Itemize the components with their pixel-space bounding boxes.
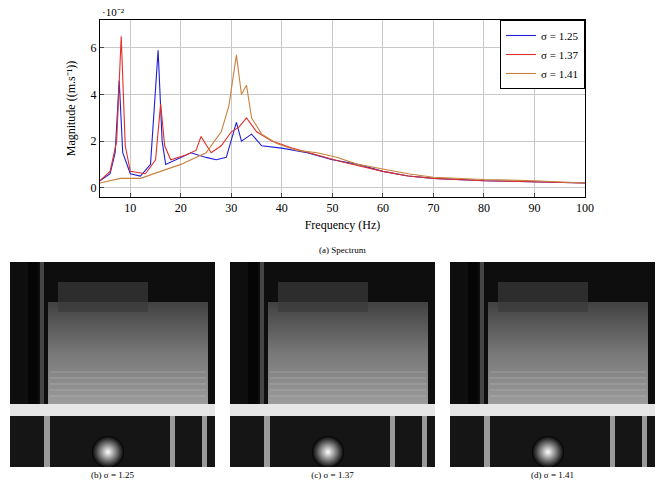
svg-text:70: 70 [427, 201, 439, 215]
svg-text:60: 60 [377, 201, 389, 215]
svg-text:40: 40 [276, 201, 288, 215]
html-text:(b) σ = 1.25: (b) σ = 1.25 [91, 470, 134, 480]
html-text:(d) σ = 1.41: (d) σ = 1.41 [531, 470, 574, 480]
svg-text:50: 50 [326, 201, 338, 215]
svg-text:20: 20 [175, 201, 187, 215]
svg-text:σ = 1.41: σ = 1.41 [541, 68, 578, 80]
svg-text:σ = 1.25: σ = 1.25 [541, 30, 578, 42]
html-text:(c) σ = 1.37: (c) σ = 1.37 [311, 470, 354, 480]
svg-text:10: 10 [124, 201, 136, 215]
svg-text:80: 80 [478, 201, 490, 215]
svg-text:Frequency (Hz): Frequency (Hz) [305, 218, 381, 232]
svg-text:0: 0 [91, 181, 97, 195]
svg-text:(a) Spectrum: (a) Spectrum [319, 245, 366, 255]
svg-text:2: 2 [91, 134, 97, 148]
svg-text:30: 30 [225, 201, 237, 215]
svg-text:90: 90 [528, 201, 540, 215]
svg-text:6: 6 [91, 41, 97, 55]
svg-text:Magnitude ((m.s⁻¹)): Magnitude ((m.s⁻¹)) [64, 61, 78, 157]
svg-text:100: 100 [576, 201, 594, 215]
svg-text:4: 4 [91, 88, 97, 102]
svg-text:·10⁻²: ·10⁻² [102, 6, 125, 18]
svg-text:σ = 1.37: σ = 1.37 [541, 49, 578, 61]
